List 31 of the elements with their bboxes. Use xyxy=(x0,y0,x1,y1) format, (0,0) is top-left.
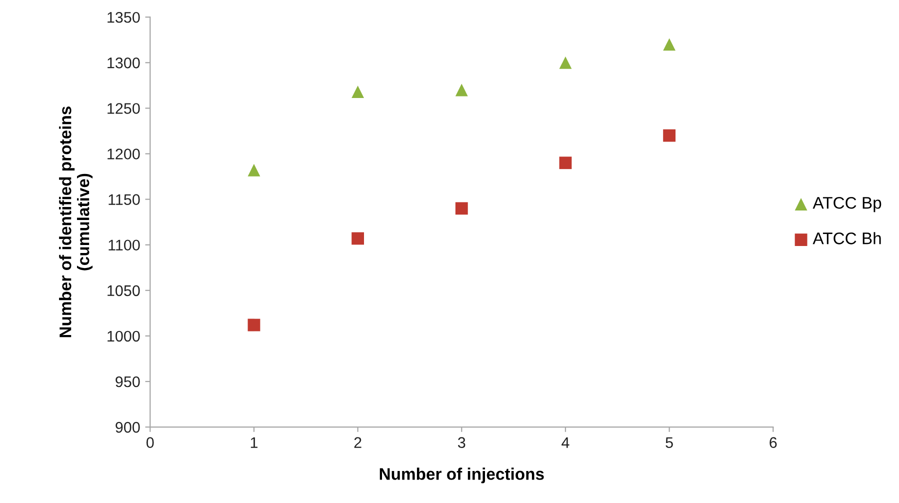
legend-label: ATCC Bp xyxy=(812,196,882,212)
point xyxy=(352,86,364,98)
y-tick-label: 1050 xyxy=(108,285,140,296)
x-tick-label: 3 xyxy=(458,437,466,448)
y-tick-label: 1000 xyxy=(108,330,140,342)
x-axis-title: Number of injections xyxy=(380,468,544,484)
point xyxy=(455,202,468,215)
point xyxy=(559,56,572,69)
y-tick-label: 900 xyxy=(116,422,140,433)
y-tick-label: 1300 xyxy=(108,58,140,68)
point xyxy=(248,318,260,332)
y-tick-label: 950 xyxy=(116,376,140,388)
x-tick-label: 2 xyxy=(354,437,362,448)
y-tick-label: 1200 xyxy=(108,148,140,160)
y-tick-label: 1150 xyxy=(108,194,140,205)
x-tick-label: 4 xyxy=(562,437,570,448)
x-tick-label: 1 xyxy=(250,437,258,448)
legend-label: ATCC Bh xyxy=(812,232,881,244)
point xyxy=(248,164,260,176)
y-axis-title: Number of identified proteins (cumulative) xyxy=(59,106,93,338)
x-tick-label: 5 xyxy=(666,437,673,448)
point xyxy=(663,129,676,142)
point xyxy=(559,156,572,170)
y-tick-label: 1350 xyxy=(108,12,140,23)
x-tick-label: 0 xyxy=(146,437,154,448)
point xyxy=(663,38,676,51)
point xyxy=(352,232,364,245)
y-tick-label: 1250 xyxy=(108,103,140,114)
point xyxy=(455,84,468,96)
y-tick-label: 1100 xyxy=(108,240,140,251)
x-tick-label: 6 xyxy=(770,437,777,448)
